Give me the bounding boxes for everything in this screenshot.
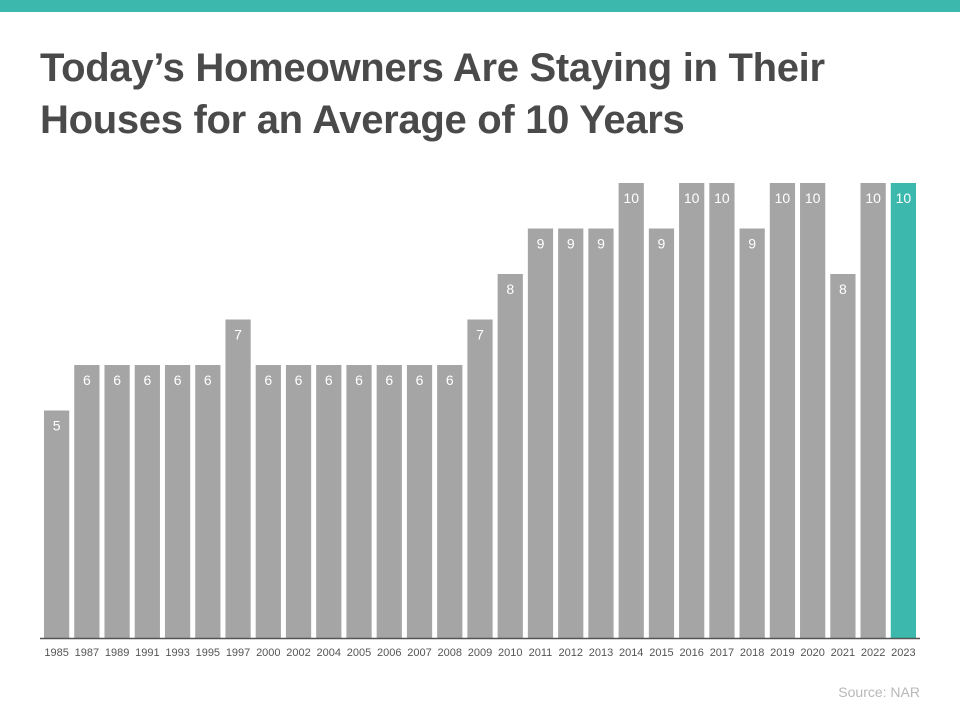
bar-value-label: 6 [174,372,182,388]
x-tick-label: 2014 [619,647,643,659]
bar-value-label: 6 [113,372,121,388]
x-tick-label: 2013 [589,647,613,659]
bar-2023 [890,183,916,638]
bar-value-label: 5 [53,418,61,434]
bar-value-label: 6 [446,372,454,388]
bar-value-label: 10 [805,190,821,206]
bar-value-label: 8 [506,281,514,297]
bar-value-label: 6 [204,372,212,388]
bar-value-label: 7 [234,327,242,343]
x-tick-label: 2012 [558,647,582,659]
bar-value-label: 6 [264,372,272,388]
bar-2013 [588,228,614,638]
bar-value-label: 9 [748,236,756,252]
x-tick-label: 2020 [800,647,824,659]
bar-1997 [225,319,251,638]
x-tick-label: 2016 [679,647,703,659]
x-tick-label: 2002 [286,647,310,659]
bar-value-label: 6 [325,372,333,388]
x-tick-label: 2004 [317,647,341,659]
bar-2021 [830,274,856,638]
bar-2022 [860,183,886,638]
bar-1985 [44,410,70,638]
bar-2007 [406,365,433,638]
bar-2016 [679,183,705,638]
bar-2015 [648,228,675,638]
bar-value-label: 9 [537,236,545,252]
x-tick-label: 1991 [135,647,159,659]
x-tick-label: 1985 [44,647,68,659]
bar-value-label: 9 [597,236,605,252]
bar-2020 [800,183,826,638]
x-tick-label: 2019 [770,647,794,659]
x-tick-label: 1995 [196,647,220,659]
x-tick-label: 2022 [861,647,885,659]
bar-2000 [255,365,281,638]
x-tick-label: 2010 [498,647,522,659]
x-tick-label: 2006 [377,647,401,659]
bar-2008 [437,365,463,638]
bars-group [44,183,916,638]
bar-value-label: 10 [896,190,912,206]
bar-2004 [316,365,342,638]
x-tick-label: 1997 [226,647,250,659]
bar-value-label: 10 [684,190,700,206]
bar-1987 [74,365,100,638]
bar-value-label: 10 [865,190,881,206]
bar-value-label: 9 [567,236,575,252]
x-tick-label: 2017 [710,647,734,659]
x-tick-label: 2000 [256,647,280,659]
bar-value-label: 6 [355,372,363,388]
bar-value-label: 10 [775,190,791,206]
x-tick-label: 2015 [649,647,673,659]
x-tick-label: 2005 [347,647,371,659]
bar-1993 [164,365,191,638]
bar-value-label: 10 [714,190,730,206]
title-line-2: Houses for an Average of 10 Years [40,98,685,142]
bar-2019 [769,183,796,638]
bar-1989 [104,365,130,638]
title-line-1: Today’s Homeowners Are Staying in Their [40,46,825,90]
bar-1991 [134,365,160,638]
x-tick-label: 1987 [75,647,99,659]
bar-value-label: 10 [623,190,639,206]
x-tick-label: 2007 [407,647,431,659]
x-tick-labels-group: 1985 1987 1989 1991 1993 1995 1997 2000 2002 2004… [44,647,915,659]
bar-1995 [195,365,221,638]
bar-2006 [376,365,402,638]
x-tick-label: 2023 [891,647,915,659]
bar-value-label: 6 [385,372,393,388]
bar-value-label: 6 [83,372,91,388]
bar-value-label: 6 [143,372,151,388]
bar-2012 [558,228,584,638]
bar-2011 [527,228,554,638]
x-tick-label: 2011 [529,647,553,659]
bar-value-label: 7 [476,327,484,343]
top-accent-bar [0,0,960,12]
page-title: Today’s Homeowners Are Staying in Their … [40,42,940,146]
bar-2017 [709,183,735,638]
x-tick-label: 2008 [438,647,462,659]
bar-2014 [618,183,644,638]
bar-value-label: 6 [295,372,303,388]
bar-labels-group: 5 6 6 6 6 6 7 6 6 6 6 6 6 6 7 8 9 9 9 10 9 10 10 9 10 10 8 10 10 [53,190,912,434]
bar-2010 [497,274,523,638]
x-tick-label: 1993 [165,647,189,659]
source-note: Source: NAR [838,684,920,700]
bar-value-label: 8 [839,281,847,297]
x-tick-label: 1989 [105,647,129,659]
bar-value-label: 9 [658,236,666,252]
bar-2002 [285,365,312,638]
x-tick-label: 2021 [831,647,855,659]
bar-2009 [467,319,493,638]
bar-value-label: 6 [416,372,424,388]
x-tick-label: 2018 [740,647,764,659]
bar-2005 [346,365,372,638]
x-tick-label: 2009 [468,647,492,659]
bar-2018 [739,228,765,638]
